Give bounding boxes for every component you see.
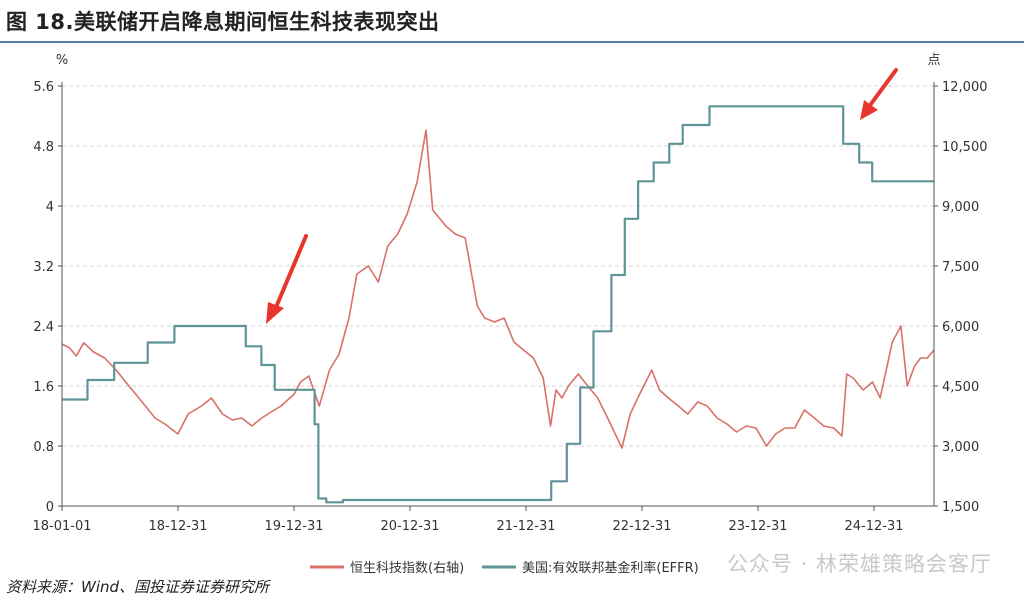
y-left-tick-label: 3.2: [33, 260, 54, 275]
y-right-tick-label: 7,500: [942, 260, 979, 275]
y-right-unit: 点: [927, 53, 940, 68]
legend-label: 恒生科技指数(右轴): [350, 561, 464, 576]
x-tick-label: 21-12-31: [496, 519, 555, 534]
x-tick-label: 22-12-31: [612, 519, 671, 534]
y-left-tick-label: 2.4: [33, 320, 54, 335]
hstech-series-line: [62, 129, 934, 449]
y-left-tick-label: 0: [46, 500, 54, 515]
chart-title: 图 18.美联储开启降息期间恒生科技表现突出: [6, 10, 440, 34]
x-tick-label: 18-12-31: [148, 519, 207, 534]
y-right-tick-label: 12,000: [942, 80, 988, 95]
axes: 0 1,500 0.8 3,000 1.6 4,500 2.4 6,000 3.2 7,500 4 9…: [32, 53, 987, 534]
legend-label: 美国:有效联邦基金利率(EFFR): [522, 560, 699, 576]
title-divider: [0, 41, 1024, 43]
y-right-tick-label: 9,000: [942, 200, 979, 215]
effr-series-line: [62, 105, 934, 504]
grid-lines: [62, 85, 934, 447]
x-tick-label: 24-12-31: [844, 519, 903, 534]
y-right-tick-label: 1,500: [942, 500, 979, 515]
y-right-tick-label: 6,000: [942, 320, 979, 335]
x-tick-label: 20-12-31: [380, 519, 439, 534]
series-layer: [62, 105, 934, 504]
y-left-unit: %: [56, 53, 68, 68]
source-note: 资料来源：Wind、国投证券证券研究所: [6, 578, 270, 596]
y-left-tick-label: 1.6: [33, 380, 54, 395]
x-tick-label: 18-01-01: [32, 519, 91, 534]
y-left-tick-label: 0.8: [33, 440, 54, 455]
legend: 恒生科技指数(右轴) 美国:有效联邦基金利率(EFFR): [310, 560, 699, 576]
arrow-annotation-left: [266, 234, 308, 324]
y-left-tick-label: 4: [46, 200, 54, 215]
watermark: 公众号 · 林荣雄策略会客厅: [726, 552, 992, 576]
y-right-tick-label: 10,500: [942, 140, 988, 155]
x-tick-label: 23-12-31: [728, 519, 787, 534]
arrow-annotation-right: [860, 68, 898, 120]
x-tick-label: 19-12-31: [264, 519, 323, 534]
y-left-tick-label: 4.8: [33, 140, 54, 155]
y-right-tick-label: 3,000: [942, 440, 979, 455]
y-right-tick-label: 4,500: [942, 380, 979, 395]
y-left-tick-label: 5.6: [33, 80, 54, 95]
